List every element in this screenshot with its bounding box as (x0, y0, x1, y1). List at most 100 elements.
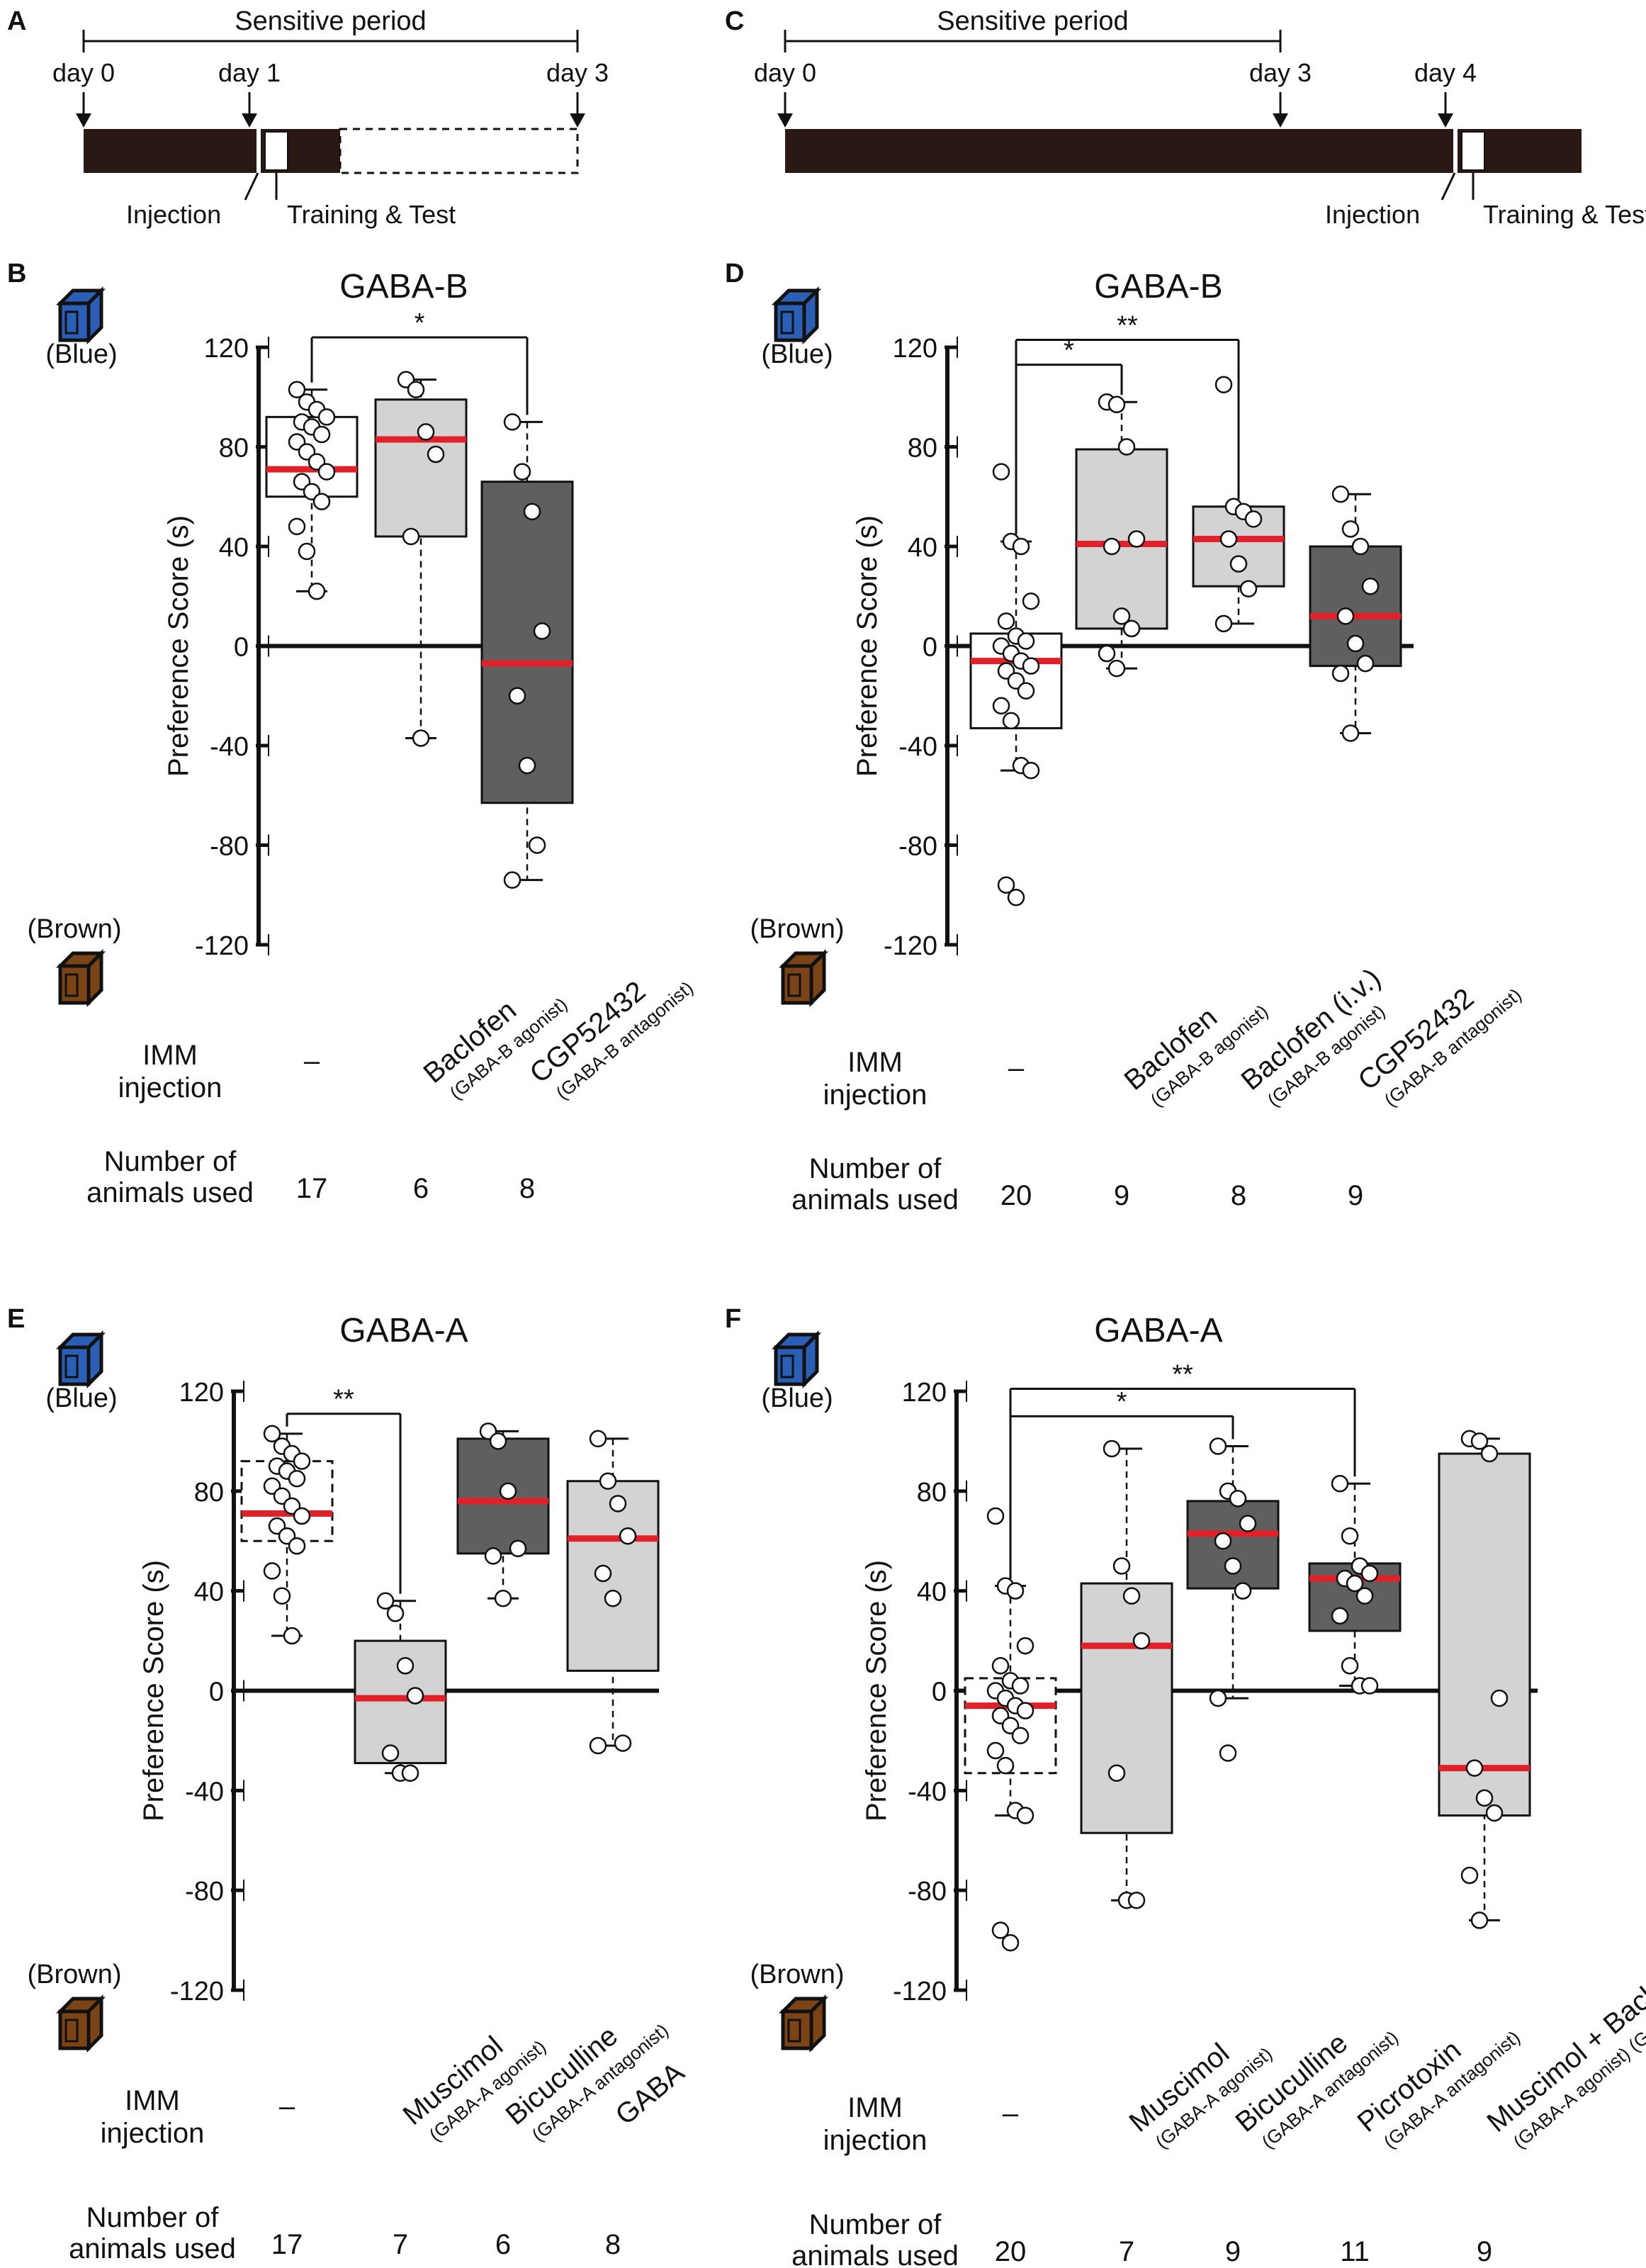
group-0: – 17 (265, 381, 359, 1204)
training-slot (1461, 131, 1485, 171)
brown-cube-icon-side (809, 1994, 826, 2053)
injection-label: Injection (1325, 200, 1420, 229)
data-point (1341, 724, 1360, 742)
data-point (508, 687, 526, 704)
y-tick-label: 0 (234, 633, 249, 663)
y-tick-label: -40 (908, 1777, 947, 1807)
data-point (1360, 1677, 1379, 1695)
data-point (503, 413, 522, 431)
data-point (312, 493, 331, 511)
x-label-group: Baclofen(GABA-B agonist) (418, 993, 572, 1104)
n-label: 11 (1340, 2236, 1370, 2267)
data-point (609, 1495, 627, 1512)
data-point (1336, 607, 1355, 625)
brown-cube-icon-front (781, 964, 813, 1005)
injection-row-label: injection (823, 2125, 928, 2156)
data-point (528, 836, 546, 854)
data-point (1112, 607, 1131, 625)
data-point (406, 1687, 424, 1705)
data-point (1122, 619, 1141, 638)
data-point (288, 517, 306, 536)
data-point (997, 876, 1015, 894)
x-label-group: Baclofen (i.v.)(GABA-B agonist) (1236, 962, 1389, 1111)
box (1080, 1582, 1173, 1834)
panel-letter: B (7, 259, 26, 288)
data-point (1341, 520, 1360, 538)
box (1438, 1452, 1531, 1817)
animals-used-label: animals used (791, 2240, 959, 2268)
panel-letter: A (7, 6, 26, 36)
y-tick-label: -120 (884, 931, 937, 961)
y-tick-label: -80 (898, 832, 937, 862)
data-point (1341, 1657, 1359, 1675)
data-point (1234, 1582, 1252, 1600)
data-point (1007, 889, 1025, 906)
y-tick-label: 80 (219, 434, 249, 464)
data-point (986, 1741, 1005, 1760)
x-label-group: Baclofen(GABA-B agonist) (1119, 1000, 1273, 1111)
data-point (489, 1432, 507, 1450)
number-of-label: Number of (86, 2202, 220, 2233)
chart-title: GABA-B (339, 268, 468, 305)
data-point (317, 463, 336, 481)
panel-D: D GABA-B (Blue) (Brown) 120 80 40 0 -40 -80 -120 Pr… (725, 259, 1526, 1216)
data-point (1016, 1637, 1035, 1655)
blue-cube-icon-side (86, 1330, 103, 1389)
blue-side-label: (Blue) (45, 339, 117, 369)
data-point (1490, 1689, 1509, 1707)
blue-cube-icon-front (58, 301, 91, 342)
blue-cube-icon-front (774, 301, 806, 342)
y-tick-label: 120 (902, 1378, 947, 1408)
significance-label: * (415, 308, 425, 338)
imm-label: IMM (847, 2092, 903, 2123)
number-of-label: Number of (809, 2209, 942, 2240)
timeline-C: C Sensitive period day 0 day 3 day 4 Injectio… (725, 6, 1646, 229)
brown-cube-icon-notch (787, 2019, 801, 2043)
n-label: 7 (393, 2229, 408, 2260)
data-point (1214, 614, 1233, 633)
significance-label: * (1064, 336, 1074, 366)
data-point (1012, 537, 1030, 556)
training-slot (264, 131, 288, 171)
data-point (1470, 1432, 1489, 1450)
data-point (996, 1756, 1015, 1775)
group-4: Muscimol + Baclofen (i.v.)(GABA-A agonis… (1438, 1430, 1646, 2267)
x-label: – (279, 2091, 295, 2122)
box (374, 398, 468, 538)
data-point (1022, 657, 1040, 675)
data-point (1112, 1557, 1131, 1575)
group-1: Muscimol(GABA-A agonist)7 (354, 1592, 550, 2260)
data-point (1022, 761, 1040, 780)
data-point (518, 756, 536, 775)
data-point (599, 1472, 617, 1490)
data-point (1219, 530, 1238, 548)
injection-label: Injection (126, 200, 221, 229)
panel-B: B GABA-B (Blue) (Brown) 120 80 40 0 -40 -80 -120 Pr… (7, 259, 697, 1208)
y-axis-label: Preference Score (s) (138, 1560, 169, 1821)
brown-side-label: (Brown) (27, 914, 121, 944)
blue-cube-icon-side (802, 1330, 819, 1389)
data-point (1006, 1582, 1025, 1600)
brown-side-label: (Brown) (750, 1960, 844, 1989)
sensitive-period-label: Sensitive period (937, 6, 1128, 36)
y-tick-label: -80 (185, 1877, 224, 1907)
brown-cube-icon-notch (787, 973, 801, 997)
data-point (1103, 1439, 1121, 1458)
blue-cube-icon-notch (64, 310, 79, 335)
data-point (386, 1605, 405, 1622)
data-point (1485, 1804, 1504, 1822)
panel-letter: E (7, 1304, 25, 1334)
day-arrowhead (1438, 113, 1453, 128)
blue-cube-icon-side (86, 286, 103, 345)
data-point (288, 381, 306, 398)
y-tick-label: 0 (932, 1678, 947, 1707)
data-point (1001, 1933, 1020, 1952)
charts: B GABA-B(Blue)(Brown)12080400-40-80-120Pr… (7, 259, 1646, 2268)
data-point (293, 1452, 311, 1470)
n-label: 6 (413, 1173, 429, 1204)
data-point (1209, 1437, 1227, 1455)
day-label: day 1 (218, 58, 281, 87)
data-point (1360, 1564, 1379, 1583)
injection-slot (257, 129, 261, 173)
